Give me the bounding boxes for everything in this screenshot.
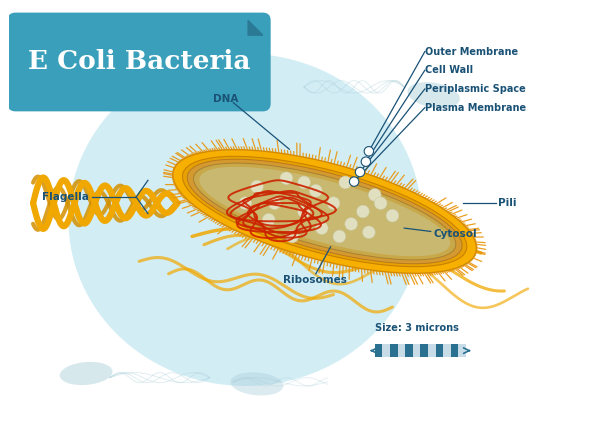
Circle shape xyxy=(286,230,299,243)
Bar xyxy=(428,344,436,357)
Text: Plasma Membrane: Plasma Membrane xyxy=(425,103,526,113)
Text: Cell Wall: Cell Wall xyxy=(425,65,473,75)
Bar xyxy=(382,344,390,357)
Circle shape xyxy=(310,184,322,197)
Bar xyxy=(421,344,428,357)
Ellipse shape xyxy=(187,159,462,264)
Bar xyxy=(398,344,405,357)
Circle shape xyxy=(364,146,374,156)
Circle shape xyxy=(298,205,310,218)
Circle shape xyxy=(386,209,399,222)
Bar xyxy=(443,344,451,357)
Circle shape xyxy=(368,189,381,201)
Circle shape xyxy=(239,197,251,209)
Circle shape xyxy=(374,197,387,209)
Circle shape xyxy=(345,217,358,231)
FancyBboxPatch shape xyxy=(8,13,271,111)
Circle shape xyxy=(280,172,293,185)
Ellipse shape xyxy=(68,54,422,386)
Circle shape xyxy=(361,157,371,166)
Text: Periplasmic Space: Periplasmic Space xyxy=(425,84,526,94)
Ellipse shape xyxy=(59,362,113,385)
Bar xyxy=(458,344,466,357)
Text: DNA: DNA xyxy=(213,94,238,104)
Ellipse shape xyxy=(230,372,283,396)
Circle shape xyxy=(339,176,352,189)
Text: Size: 3 microns: Size: 3 microns xyxy=(375,323,458,333)
Ellipse shape xyxy=(182,157,467,266)
Text: Flagella: Flagella xyxy=(42,192,89,202)
Text: Pili: Pili xyxy=(499,198,517,208)
Ellipse shape xyxy=(173,150,476,273)
Circle shape xyxy=(333,230,346,243)
Polygon shape xyxy=(248,20,263,35)
Text: E Coli Bacteria: E Coli Bacteria xyxy=(28,49,250,74)
Circle shape xyxy=(262,214,275,226)
Ellipse shape xyxy=(407,82,460,108)
Circle shape xyxy=(356,205,370,218)
Circle shape xyxy=(349,177,359,186)
Circle shape xyxy=(362,226,375,239)
Text: Outer Membrane: Outer Membrane xyxy=(425,47,518,57)
Ellipse shape xyxy=(199,167,450,256)
Circle shape xyxy=(327,197,340,209)
Circle shape xyxy=(251,180,263,193)
Text: Ribosomes: Ribosomes xyxy=(283,275,347,285)
Bar xyxy=(405,344,413,357)
Bar xyxy=(451,344,458,357)
Circle shape xyxy=(316,222,328,234)
Circle shape xyxy=(298,176,310,189)
Bar xyxy=(390,344,398,357)
Circle shape xyxy=(355,168,365,177)
Ellipse shape xyxy=(193,163,456,260)
Bar xyxy=(375,344,382,357)
Bar xyxy=(413,344,421,357)
Circle shape xyxy=(268,197,281,209)
Bar xyxy=(436,344,443,357)
Text: Cytosol: Cytosol xyxy=(434,229,477,239)
